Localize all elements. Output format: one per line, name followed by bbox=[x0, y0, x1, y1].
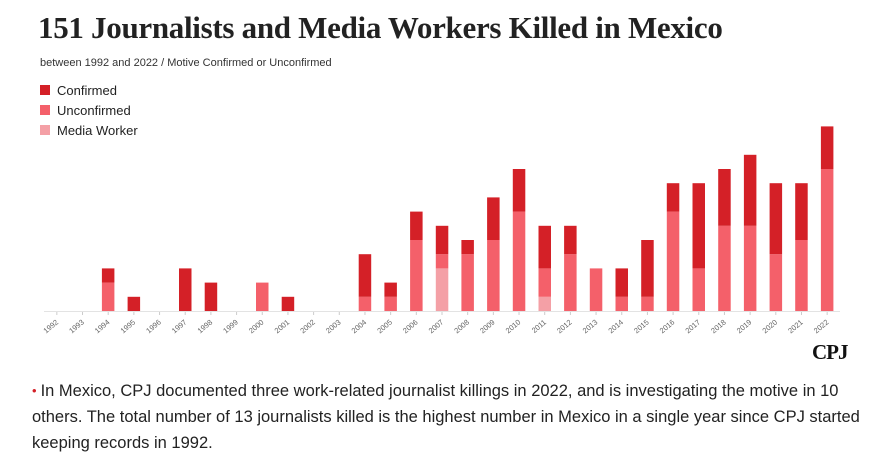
bar-1997-confirmed bbox=[179, 268, 192, 311]
summary-text: In Mexico, CPJ documented three work-rel… bbox=[32, 382, 860, 452]
legend-swatch-unconfirmed bbox=[40, 105, 50, 115]
bar-2007-unconfirmed bbox=[435, 254, 449, 269]
bar-2019-unconfirmed bbox=[743, 225, 757, 311]
legend-item-confirmed: Confirmed bbox=[40, 80, 138, 100]
bar-2022-unconfirmed bbox=[820, 169, 834, 311]
x-tick-label: 2019 bbox=[735, 318, 754, 336]
bar-2015-unconfirmed bbox=[641, 296, 654, 311]
bar-2004-unconfirmed bbox=[358, 296, 372, 311]
x-tick-label: 2021 bbox=[786, 318, 805, 336]
bar-1998-confirmed bbox=[204, 282, 218, 311]
bar-2009-confirmed bbox=[487, 197, 500, 240]
bar-2006-confirmed bbox=[410, 211, 423, 240]
bar-2011-unconfirmed bbox=[538, 268, 551, 297]
bar-2016-confirmed bbox=[666, 183, 680, 212]
summary-note: • In Mexico, CPJ documented three work-re… bbox=[32, 378, 862, 456]
bar-2011-confirmed bbox=[538, 225, 551, 269]
chart-legend: Confirmed Unconfirmed Media Worker bbox=[40, 80, 138, 140]
chart-subtitle: between 1992 and 2022 / Motive Confirmed… bbox=[40, 57, 332, 69]
x-tick-label: 2000 bbox=[247, 318, 266, 336]
bar-2021-unconfirmed bbox=[795, 240, 808, 311]
bar-2017-confirmed bbox=[692, 183, 705, 269]
x-tick-label: 1996 bbox=[144, 318, 163, 336]
bar-2007-media-worker bbox=[435, 268, 449, 311]
bar-chart: 1992 1993 1994 1995 1996 1997 1998 1999 2000 2001… bbox=[42, 126, 840, 336]
bar-2013-unconfirmed bbox=[589, 268, 603, 311]
x-tick-label: 2006 bbox=[401, 318, 420, 336]
x-tick-label: 1992 bbox=[42, 318, 61, 336]
legend-item-unconfirmed: Unconfirmed bbox=[40, 100, 138, 120]
x-tick-label: 1999 bbox=[221, 318, 240, 336]
legend-item-media-worker: Media Worker bbox=[40, 120, 138, 140]
legend-swatch-confirmed bbox=[40, 85, 50, 95]
x-tick-label: 2005 bbox=[375, 318, 394, 336]
x-tick-label: 2002 bbox=[298, 318, 317, 336]
bar-2005-unconfirmed bbox=[384, 296, 397, 311]
bar-2012-confirmed bbox=[564, 225, 577, 255]
bar-2022-confirmed bbox=[820, 126, 834, 169]
x-tick-label: 1993 bbox=[67, 318, 86, 336]
bar-2004-confirmed bbox=[358, 254, 372, 297]
x-tick-label: 2001 bbox=[273, 318, 292, 336]
x-tick-label: 2004 bbox=[350, 318, 369, 336]
bar-2014-confirmed bbox=[615, 268, 628, 297]
x-tick-label: 1995 bbox=[119, 318, 138, 336]
bar-2008-unconfirmed bbox=[461, 254, 474, 311]
bar-2001-confirmed bbox=[281, 296, 295, 311]
bar-2018-unconfirmed bbox=[718, 225, 731, 311]
x-tick-label: 2008 bbox=[452, 318, 471, 336]
bar-1994-unconfirmed bbox=[101, 282, 115, 311]
x-tick-label: 2017 bbox=[683, 318, 702, 336]
bar-2006-unconfirmed bbox=[410, 240, 423, 311]
x-tick-label: 2007 bbox=[427, 318, 446, 336]
bar-2014-unconfirmed bbox=[615, 296, 628, 311]
x-tick-label: 1997 bbox=[170, 318, 189, 336]
legend-swatch-media-worker bbox=[40, 125, 50, 135]
bar-2018-confirmed bbox=[718, 169, 731, 226]
bar-2010-confirmed bbox=[512, 169, 526, 212]
x-tick-label: 2022 bbox=[812, 318, 831, 336]
legend-label-media-worker: Media Worker bbox=[57, 122, 138, 138]
x-tick-label: 2003 bbox=[324, 318, 343, 336]
bar-2007-confirmed bbox=[435, 225, 449, 255]
bar-2010-unconfirmed bbox=[512, 211, 526, 311]
x-tick-label: 2020 bbox=[761, 318, 780, 336]
x-tick-label: 2009 bbox=[478, 318, 497, 336]
bar-2016-unconfirmed bbox=[666, 211, 680, 311]
chart-title: 151 Journalists and Media Workers Killed… bbox=[38, 10, 723, 45]
bar-2015-confirmed bbox=[641, 240, 654, 297]
x-tick-label: 2011 bbox=[530, 318, 548, 335]
bar-2021-confirmed bbox=[795, 183, 808, 240]
bar-2011-media-worker bbox=[538, 296, 551, 311]
bar-2020-confirmed bbox=[769, 183, 783, 255]
bar-2020-unconfirmed bbox=[769, 254, 783, 311]
x-tick-label: 1998 bbox=[196, 318, 215, 336]
x-tick-label: 2016 bbox=[658, 318, 677, 336]
legend-label-unconfirmed: Unconfirmed bbox=[57, 102, 131, 118]
x-tick-label: 2010 bbox=[504, 318, 523, 336]
bar-2008-confirmed bbox=[461, 240, 474, 255]
x-tick-label: 2014 bbox=[606, 318, 625, 336]
bar-1994-confirmed bbox=[101, 268, 115, 283]
bar-1995-confirmed bbox=[127, 296, 141, 311]
bar-2017-unconfirmed bbox=[692, 268, 705, 311]
x-tick-label: 2012 bbox=[555, 318, 574, 336]
cpj-logo: CPJ bbox=[812, 340, 848, 364]
bar-2005-confirmed bbox=[384, 282, 397, 297]
x-tick-label: 1994 bbox=[93, 318, 112, 336]
bar-2012-unconfirmed bbox=[564, 254, 577, 311]
bar-2009-unconfirmed bbox=[487, 240, 500, 311]
x-tick-label: 2013 bbox=[581, 318, 600, 336]
bar-2019-confirmed bbox=[743, 154, 757, 226]
x-tick-label: 2018 bbox=[709, 318, 728, 336]
x-tick-label: 2015 bbox=[632, 318, 651, 336]
bullet-icon: • bbox=[32, 383, 37, 398]
bar-2000-unconfirmed bbox=[256, 282, 269, 311]
legend-label-confirmed: Confirmed bbox=[57, 82, 117, 98]
